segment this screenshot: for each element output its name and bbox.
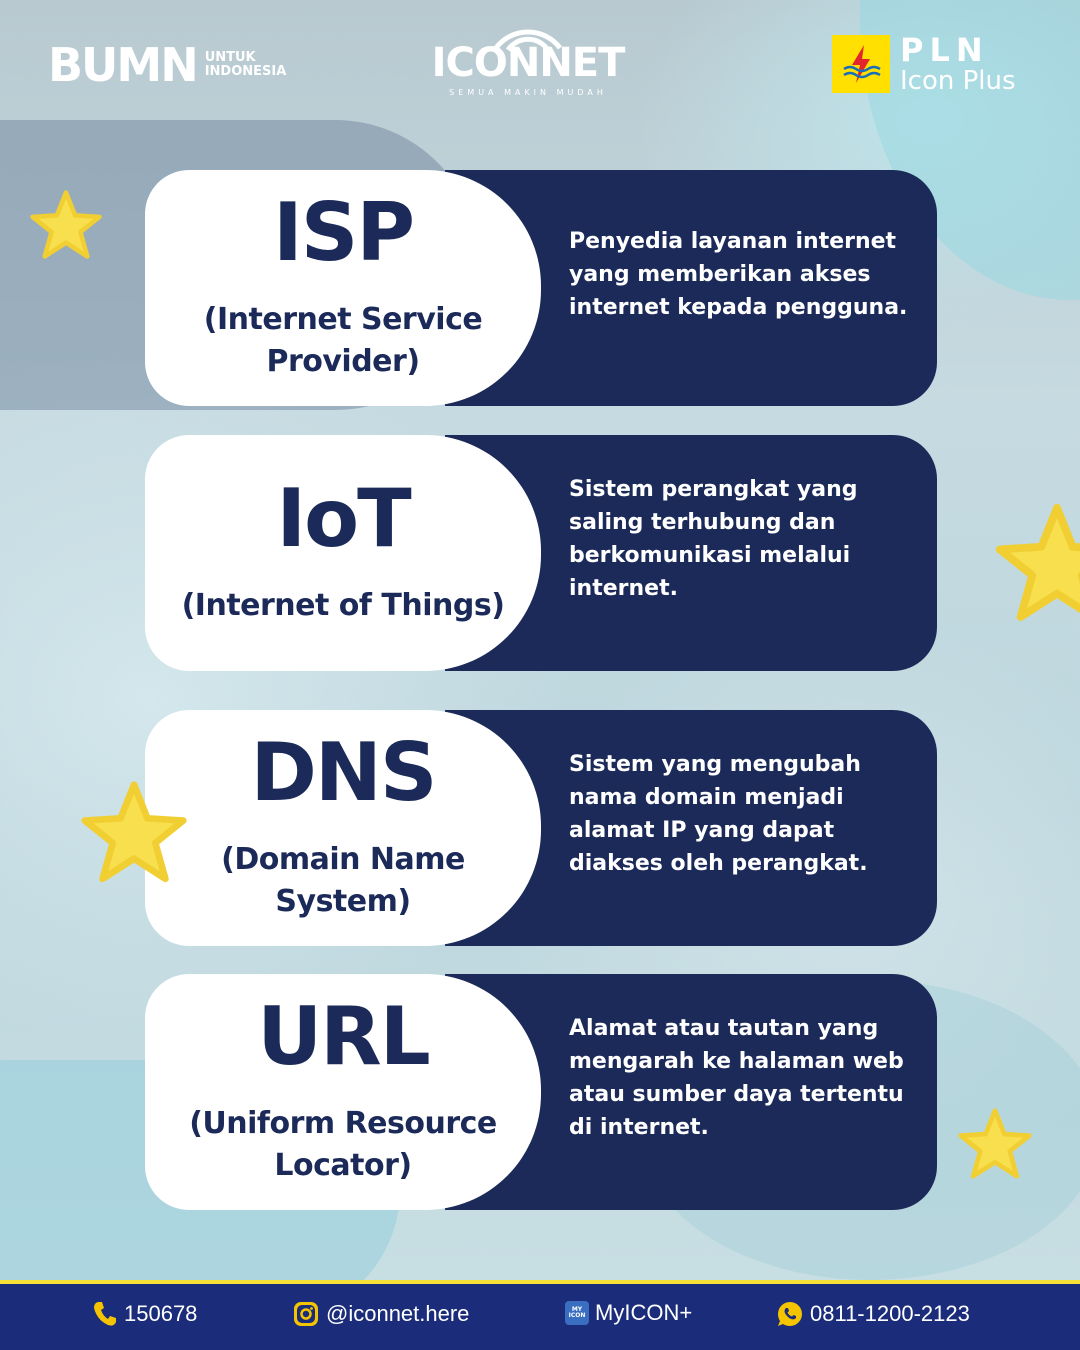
whatsapp-number: 0811-1200-2123 bbox=[810, 1301, 970, 1326]
term-abbreviation: DNS bbox=[250, 726, 438, 819]
iconnet-wordmark: ICONNET bbox=[431, 40, 626, 86]
star-icon bbox=[30, 190, 102, 259]
term-full-name: (Domain Name System) bbox=[221, 842, 465, 919]
term-card-url: URL (Uniform Resource Locator) Alamat at… bbox=[145, 974, 937, 1210]
term-description: Penyedia layanan internet yang memberika… bbox=[569, 228, 908, 320]
term-description: Sistem perangkat yang saling terhubung d… bbox=[569, 477, 858, 601]
star-icon bbox=[81, 781, 187, 883]
app-name: MyICON+ bbox=[595, 1300, 693, 1325]
pln-badge bbox=[832, 35, 890, 93]
phone-contact[interactable]: 150678 bbox=[92, 1300, 197, 1328]
term-full-name: (Uniform Resource Locator) bbox=[189, 1106, 497, 1183]
whatsapp-contact[interactable]: 0811-1200-2123 bbox=[776, 1300, 970, 1328]
term-full-name: (Internet Service Provider) bbox=[203, 302, 483, 379]
term-card-iot: IoT (Internet of Things) Sistem perangka… bbox=[145, 435, 937, 671]
contact-footer: 150678 @iconnet.here MY ICON MyICON+ 0811… bbox=[0, 1280, 1080, 1350]
term-abbreviation: ISP bbox=[272, 186, 415, 279]
star-icon bbox=[995, 503, 1080, 621]
wifi-icon bbox=[494, 29, 562, 52]
term-description: Alamat atau tautan yang mengarah ke hala… bbox=[569, 1016, 904, 1140]
iconnet-logo: ICONNET SEMUA MAKIN MUDAH bbox=[428, 22, 628, 97]
myicon-app-icon: MY ICON bbox=[565, 1301, 589, 1325]
iconnet-tagline: SEMUA MAKIN MUDAH bbox=[449, 88, 607, 97]
instagram-contact[interactable]: @iconnet.here bbox=[292, 1300, 469, 1328]
bumn-logo-mark: BUMN bbox=[48, 38, 199, 92]
pln-logo: PLN Icon Plus bbox=[832, 34, 1016, 94]
instagram-icon bbox=[294, 1302, 318, 1326]
bumn-logo: BUMN UNTUK INDONESIA bbox=[48, 38, 286, 92]
bumn-subtitle-line2: INDONESIA bbox=[204, 64, 287, 79]
bumn-logo-subtitle: UNTUK INDONESIA bbox=[205, 51, 287, 79]
term-full-name: (Internet of Things) bbox=[181, 588, 505, 623]
term-abbreviation: URL bbox=[257, 990, 431, 1083]
pln-title: PLN bbox=[900, 31, 989, 69]
term-card-dns: DNS (Domain Name System) Sistem yang men… bbox=[145, 710, 937, 946]
card-term-panel: ISP (Internet Service Provider) bbox=[145, 170, 541, 406]
card-term-panel: IoT (Internet of Things) bbox=[145, 435, 541, 671]
phone-number: 150678 bbox=[124, 1301, 198, 1326]
pln-text: PLN Icon Plus bbox=[900, 34, 1016, 94]
star-icon bbox=[958, 1108, 1032, 1179]
lightning-icon bbox=[843, 45, 881, 83]
term-card-isp: ISP (Internet Service Provider) Penyedia… bbox=[145, 170, 937, 406]
term-abbreviation: IoT bbox=[276, 472, 411, 565]
whatsapp-icon bbox=[778, 1302, 802, 1326]
instagram-handle: @iconnet.here bbox=[326, 1301, 470, 1326]
card-term-panel: URL (Uniform Resource Locator) bbox=[145, 974, 541, 1210]
term-description: Sistem yang mengubah nama domain menjadi… bbox=[569, 752, 868, 876]
bumn-subtitle-line1: UNTUK bbox=[204, 50, 256, 65]
phone-icon bbox=[94, 1302, 116, 1326]
pln-subtitle: Icon Plus bbox=[900, 66, 1016, 96]
card-term-panel: DNS (Domain Name System) bbox=[145, 710, 541, 946]
app-contact[interactable]: MY ICON MyICON+ bbox=[565, 1300, 692, 1326]
